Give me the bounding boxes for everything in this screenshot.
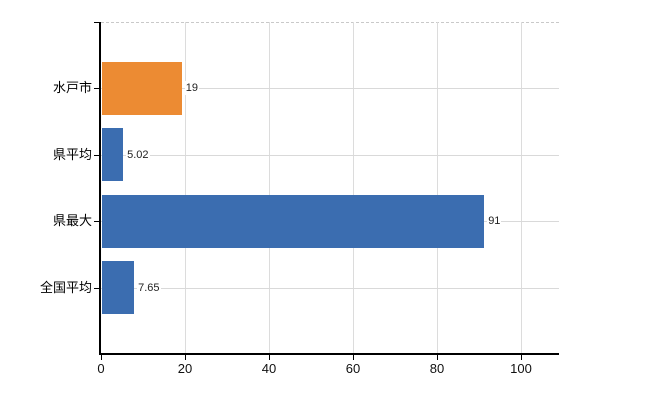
bar bbox=[102, 128, 124, 182]
x-axis-tick bbox=[269, 355, 270, 360]
x-tick-label: 80 bbox=[429, 361, 445, 376]
bar bbox=[102, 61, 182, 115]
category-label: 県平均 bbox=[52, 146, 92, 162]
x-axis-tick bbox=[353, 355, 354, 360]
bar-value-label: 19 bbox=[184, 81, 200, 96]
x-tick-label: 0 bbox=[97, 361, 105, 376]
x-gridline bbox=[437, 22, 438, 353]
x-tick-label: 40 bbox=[261, 361, 277, 376]
category-label: 全国平均 bbox=[39, 279, 92, 295]
x-tick-label: 20 bbox=[177, 361, 193, 376]
y-axis-tick bbox=[94, 287, 100, 289]
y-axis-tick bbox=[94, 221, 100, 223]
bar-value-label: 91 bbox=[487, 214, 502, 229]
plot-top-border bbox=[101, 22, 559, 23]
bar bbox=[102, 261, 135, 315]
x-gridline bbox=[353, 22, 354, 353]
x-tick-label: 60 bbox=[345, 361, 361, 376]
x-axis-tick bbox=[185, 355, 186, 360]
y-gridline bbox=[101, 287, 559, 289]
bar-value-label: 5.02 bbox=[126, 147, 150, 162]
category-label: 水戸市 bbox=[52, 80, 92, 96]
category-label: 県最大 bbox=[52, 213, 92, 229]
y-axis-tick bbox=[94, 22, 100, 23]
y-axis-tick bbox=[94, 154, 100, 156]
y-gridline bbox=[101, 88, 559, 90]
x-gridline bbox=[269, 22, 270, 353]
x-axis-line bbox=[99, 353, 559, 355]
x-gridline bbox=[185, 22, 186, 353]
y-gridline bbox=[101, 154, 559, 156]
y-axis-line bbox=[99, 22, 101, 355]
bar bbox=[102, 194, 485, 248]
x-axis-tick bbox=[521, 355, 522, 360]
y-axis-tick bbox=[94, 88, 100, 90]
x-tick-label: 100 bbox=[510, 361, 532, 376]
bar-value-label: 7.65 bbox=[137, 280, 161, 295]
x-gridline bbox=[521, 22, 522, 353]
x-axis-tick bbox=[101, 355, 102, 360]
x-axis-tick bbox=[437, 355, 438, 360]
